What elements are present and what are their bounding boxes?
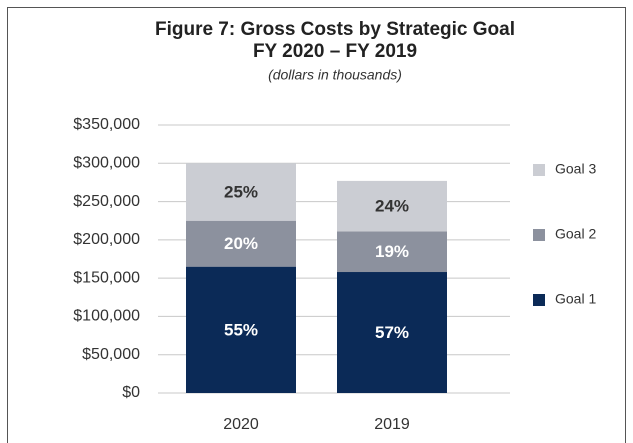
bar-segment (186, 220, 296, 267)
data-label: 55% (224, 320, 258, 339)
y-tick-label: $200,000 (73, 231, 140, 248)
chart-subtitle: FY 2020 – FY 2019 (253, 41, 417, 62)
legend-label: Goal 2 (555, 226, 596, 242)
chart-note: (dollars in thousands) (268, 67, 402, 83)
y-tick-label: $350,000 (73, 116, 140, 133)
frame (7, 7, 626, 443)
y-tick-label: $50,000 (82, 346, 140, 363)
bar-segment (186, 266, 296, 393)
bar-segment (337, 272, 447, 393)
y-tick-label: $250,000 (73, 193, 140, 210)
data-label: 20% (224, 234, 258, 253)
y-tick-label: $0 (122, 384, 140, 401)
legend-swatch (533, 229, 545, 241)
bar-segment (337, 231, 447, 273)
bar-segment (186, 163, 296, 221)
legend-label: Goal 1 (555, 291, 596, 307)
y-tick-label: $100,000 (73, 308, 140, 325)
data-label: 57% (375, 323, 409, 342)
x-tick-label: 2019 (374, 416, 410, 433)
data-label: 25% (224, 182, 258, 201)
legend-swatch (533, 294, 545, 306)
legend-swatch (533, 164, 545, 176)
y-tick-label: $150,000 (73, 269, 140, 286)
chart-title: Figure 7: Gross Costs by Strategic Goal (155, 19, 515, 40)
x-tick-label: 2020 (223, 416, 259, 433)
bar-segment (337, 180, 447, 232)
data-label: 19% (375, 242, 409, 261)
legend-label: Goal 3 (555, 161, 596, 177)
y-tick-label: $300,000 (73, 155, 140, 172)
data-label: 24% (375, 197, 409, 216)
